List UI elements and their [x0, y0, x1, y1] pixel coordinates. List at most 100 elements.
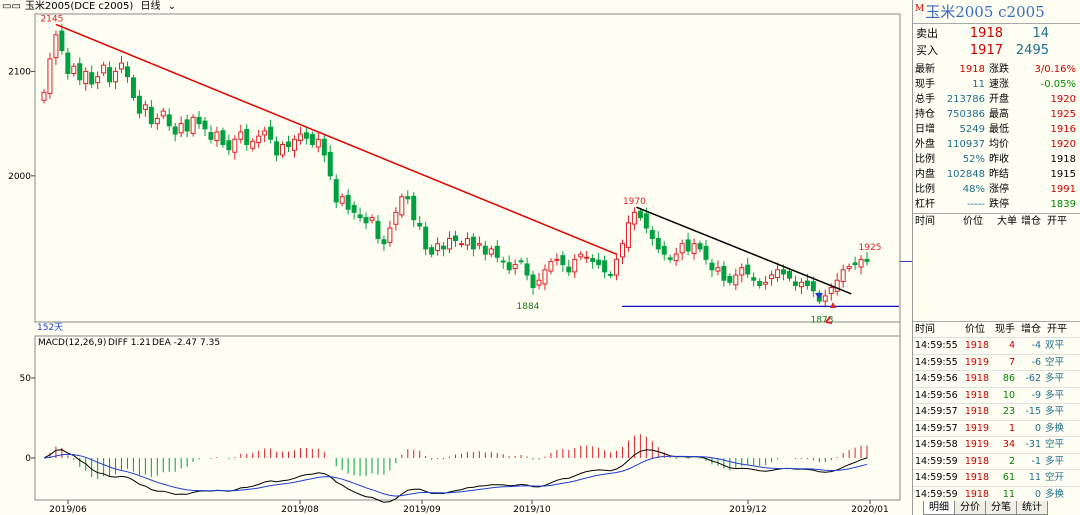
tick-hand: 1	[1008, 422, 1015, 434]
candle-body	[643, 213, 649, 229]
tick-hand: 34	[1002, 439, 1015, 450]
tick-price: 1918	[964, 373, 989, 384]
tick-hand: 7	[1008, 356, 1015, 368]
candle-body	[178, 123, 184, 134]
candle-body	[411, 195, 417, 221]
candle-body	[846, 266, 852, 270]
stat-label: 涨跌	[989, 64, 1009, 75]
tick-inc: -15	[1025, 406, 1041, 417]
quote-panel: M玉米2005 c2005 卖出 1918 14 买入 1917 2495 最新 1918…	[912, 0, 1080, 515]
candle-body	[59, 30, 65, 52]
candle-body	[160, 110, 166, 117]
tab-stats[interactable]: 统计	[1016, 501, 1048, 515]
candlestick-chart: 2000 2100 2145 1970 1884 1873 1925 152天 2019/06 2…	[8, 13, 912, 515]
candle-body	[625, 222, 631, 248]
candle-body	[119, 62, 125, 70]
stat-label: 持仓	[915, 109, 935, 120]
candle-body	[721, 265, 727, 281]
stat-value: 52%	[962, 154, 985, 165]
candle-body	[649, 230, 655, 239]
stat-value: 1918	[959, 64, 985, 75]
tick-type: 多换	[1045, 422, 1065, 434]
candle-body	[697, 243, 703, 250]
tick-row: 14:59:59 1918 11 0 多换	[913, 485, 1080, 503]
trend-line-black	[636, 206, 852, 295]
stat-value: 1915	[1050, 169, 1076, 180]
candle-body	[369, 217, 375, 221]
candle-body	[166, 114, 172, 127]
candle-body	[769, 274, 775, 280]
candle-body	[190, 116, 196, 134]
candle-body	[554, 258, 560, 261]
tick-row: 14:59:55 1918 4 -4 双平	[913, 337, 1080, 354]
mid-high-label: 1970	[623, 197, 646, 207]
tick-price: 1919	[964, 422, 989, 434]
tick-inc: -62	[1025, 373, 1041, 384]
tick-header: 时间 价位 现手 增仓 开平	[913, 321, 1080, 336]
candle-body	[202, 120, 208, 130]
tick-time: 14:59:58	[915, 439, 958, 450]
candle-body	[405, 196, 411, 200]
stat-value: 3/0.16%	[1034, 64, 1077, 75]
candle-body	[417, 222, 423, 227]
stat-value: 110937	[946, 139, 985, 150]
stat-row: 持仓 750386 最高 1925	[913, 107, 1080, 122]
candle-body	[393, 211, 399, 225]
candle-body	[500, 260, 506, 263]
stat-label: 速涨	[989, 79, 1009, 90]
stat-value: 1839	[1050, 199, 1076, 210]
buy-row[interactable]: 买入 1917 2495	[916, 43, 1049, 58]
candle-body	[107, 67, 113, 83]
tab-detail[interactable]: 明细	[923, 501, 955, 515]
tick-time: 14:59:56	[915, 373, 958, 384]
candle-body	[763, 281, 769, 285]
tab-tick[interactable]: 分笔	[985, 501, 1017, 515]
stat-value: 5249	[959, 124, 985, 135]
candle-body	[679, 243, 685, 254]
candle-body	[77, 63, 83, 81]
candle-body	[542, 269, 548, 285]
stat-label: 现手	[915, 79, 935, 90]
stat-label: 涨停	[989, 184, 1009, 195]
candle-body	[256, 135, 262, 144]
quote-title: M玉米2005 c2005	[915, 3, 1045, 21]
tick-inc: 0	[1034, 488, 1041, 500]
candle-body	[637, 210, 643, 219]
candle-body	[745, 264, 751, 275]
candle-body	[476, 243, 482, 246]
tab-price[interactable]: 分价	[954, 501, 986, 515]
tick-inc: -31	[1025, 439, 1041, 450]
sell-row[interactable]: 卖出 1918 14	[913, 23, 1080, 44]
tick-row: 14:59:55 1919 7 -6 空平	[913, 353, 1080, 371]
days-label: 152天	[37, 323, 63, 333]
candle-body	[41, 91, 47, 101]
period-selector[interactable]: 日线 ⌄	[140, 1, 177, 12]
tick-price: 1918	[964, 455, 989, 467]
candle-body	[184, 119, 190, 132]
candle-body	[238, 131, 244, 140]
tick-row: 14:59:57 1919 1 0 多换	[913, 419, 1080, 437]
candle-body	[828, 287, 834, 294]
tick-inc: -4	[1031, 340, 1041, 351]
stat-value: 1920	[1050, 139, 1076, 150]
tick-type: 多平	[1045, 389, 1065, 401]
tick-price: 1918	[964, 472, 989, 483]
tick-inc: -9	[1031, 389, 1041, 401]
candle-body	[715, 267, 721, 272]
chart-area[interactable]: ▭▭ 玉米2005(DCE c2005) 日线 ⌄ 2000 2100 2145 197…	[0, 0, 912, 515]
candle-body	[136, 95, 142, 114]
tick-hand: 4	[1008, 340, 1015, 351]
symbol-label: 玉米2005(DCE c2005)	[24, 1, 134, 12]
stat-label: 内盘	[915, 169, 935, 180]
candle-body	[130, 77, 136, 99]
date-label: 2019/06	[49, 505, 87, 515]
macd-frame	[34, 335, 901, 501]
candle-body	[584, 256, 590, 259]
candle-body	[775, 269, 781, 279]
candle-body	[214, 131, 220, 142]
stat-row: 日增 5249 最低 1916	[913, 122, 1080, 137]
big-order-header: 时间 价位 大单 增仓 开平	[913, 213, 1080, 228]
candle-body	[566, 266, 572, 273]
candle-body	[441, 245, 447, 250]
menu-icon[interactable]: ▭▭	[2, 1, 21, 12]
